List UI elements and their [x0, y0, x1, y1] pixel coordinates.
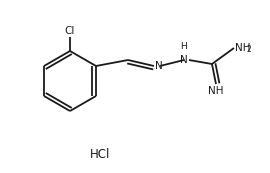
Text: NH: NH: [235, 43, 251, 53]
Text: NH: NH: [208, 86, 224, 96]
Text: HCl: HCl: [90, 148, 110, 162]
Text: N: N: [155, 61, 163, 71]
Text: Cl: Cl: [65, 26, 75, 36]
Text: N: N: [180, 55, 188, 65]
Text: 2: 2: [247, 45, 252, 54]
Text: H: H: [181, 42, 187, 51]
